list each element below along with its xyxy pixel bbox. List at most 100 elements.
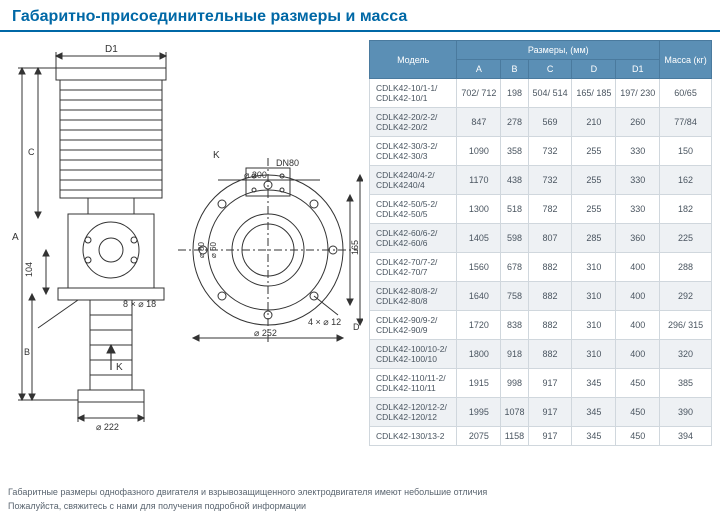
svg-text:B: B bbox=[24, 347, 30, 357]
table-row: CDLK42-90/9-2/ CDLK42-90/917208388823104… bbox=[370, 311, 712, 340]
table-row: CDLK42-10/1-1/ CDLK42-10/1702/ 712198504… bbox=[370, 79, 712, 108]
cell-d: 310 bbox=[572, 253, 616, 282]
cell-model: CDLK42-10/1-1/ CDLK42-10/1 bbox=[370, 79, 457, 108]
svg-text:⌀ 60: ⌀ 60 bbox=[209, 242, 218, 258]
svg-text:D1: D1 bbox=[105, 44, 118, 55]
cell-model: CDLK42-30/3-2/ CDLK42-30/3 bbox=[370, 137, 457, 166]
cell-mass: 292 bbox=[660, 282, 712, 311]
cell-c: 782 bbox=[528, 195, 572, 224]
col-mass: Масса (кг) bbox=[660, 41, 712, 79]
cell-a: 1170 bbox=[457, 166, 501, 195]
cell-a: 1560 bbox=[457, 253, 501, 282]
cell-model: CDLK4240/4-2/ CDLK4240/4 bbox=[370, 166, 457, 195]
col-d: D bbox=[572, 60, 616, 79]
cell-d: 255 bbox=[572, 166, 616, 195]
cell-b: 518 bbox=[501, 195, 528, 224]
svg-text:D: D bbox=[353, 322, 360, 332]
svg-text:K: K bbox=[116, 362, 123, 373]
cell-mass: 390 bbox=[660, 398, 712, 427]
content-row: D1 8 × ⌀ 18 104 A B bbox=[0, 40, 720, 450]
table-row: CDLK42-80/8-2/ CDLK42-80/816407588823104… bbox=[370, 282, 712, 311]
cell-b: 278 bbox=[501, 108, 528, 137]
cell-d: 255 bbox=[572, 137, 616, 166]
cell-c: 882 bbox=[528, 253, 572, 282]
table-row: CDLK42-70/7-2/ CDLK42-70/715606788823104… bbox=[370, 253, 712, 282]
cell-d: 345 bbox=[572, 427, 616, 446]
cell-a: 2075 bbox=[457, 427, 501, 446]
table-row: CDLK42-100/10-2/ CDLK42-100/101800918882… bbox=[370, 340, 712, 369]
cell-d1: 400 bbox=[616, 340, 660, 369]
dimensions-table-area: Модель Размеры, (мм) Масса (кг) A B C D … bbox=[363, 40, 712, 450]
cell-model: CDLK42-50/5-2/ CDLK42-50/5 bbox=[370, 195, 457, 224]
cell-c: 917 bbox=[528, 398, 572, 427]
cell-d: 310 bbox=[572, 282, 616, 311]
svg-text:8 × ⌀ 18: 8 × ⌀ 18 bbox=[123, 299, 156, 309]
cell-d: 255 bbox=[572, 195, 616, 224]
cell-b: 678 bbox=[501, 253, 528, 282]
cell-mass: 320 bbox=[660, 340, 712, 369]
col-model: Модель bbox=[370, 41, 457, 79]
cell-model: CDLK42-60/6-2/ CDLK42-60/6 bbox=[370, 224, 457, 253]
cell-d1: 360 bbox=[616, 224, 660, 253]
cell-a: 847 bbox=[457, 108, 501, 137]
cell-d: 310 bbox=[572, 311, 616, 340]
cell-mass: 288 bbox=[660, 253, 712, 282]
cell-mass: 162 bbox=[660, 166, 712, 195]
cell-c: 732 bbox=[528, 166, 572, 195]
svg-text:104: 104 bbox=[24, 262, 34, 277]
cell-a: 1090 bbox=[457, 137, 501, 166]
cell-model: CDLK42-100/10-2/ CDLK42-100/10 bbox=[370, 340, 457, 369]
svg-text:⌀ 80: ⌀ 80 bbox=[197, 242, 206, 258]
footnote: Габаритные размеры однофазного двигателя… bbox=[8, 486, 487, 513]
cell-b: 838 bbox=[501, 311, 528, 340]
cell-mass: 182 bbox=[660, 195, 712, 224]
cell-d1: 330 bbox=[616, 137, 660, 166]
cell-mass: 225 bbox=[660, 224, 712, 253]
table-row: CDLK42-30/3-2/ CDLK42-30/310903587322553… bbox=[370, 137, 712, 166]
cell-mass: 394 bbox=[660, 427, 712, 446]
cell-a: 1720 bbox=[457, 311, 501, 340]
cell-a: 1915 bbox=[457, 369, 501, 398]
table-row: CDLK4240/4-2/ CDLK4240/41170438732255330… bbox=[370, 166, 712, 195]
cell-d1: 400 bbox=[616, 253, 660, 282]
cell-model: CDLK42-90/9-2/ CDLK42-90/9 bbox=[370, 311, 457, 340]
col-d1: D1 bbox=[616, 60, 660, 79]
page-title: Габаритно-присоединительные размеры и ма… bbox=[0, 0, 720, 32]
cell-b: 1158 bbox=[501, 427, 528, 446]
cell-mass: 77/84 bbox=[660, 108, 712, 137]
cell-mass: 385 bbox=[660, 369, 712, 398]
col-a: A bbox=[457, 60, 501, 79]
cell-b: 438 bbox=[501, 166, 528, 195]
cell-a: 1995 bbox=[457, 398, 501, 427]
dimensions-table: Модель Размеры, (мм) Масса (кг) A B C D … bbox=[369, 40, 712, 446]
svg-text:⌀ 200: ⌀ 200 bbox=[244, 170, 267, 180]
table-row: CDLK42-60/6-2/ CDLK42-60/614055988072853… bbox=[370, 224, 712, 253]
cell-d: 345 bbox=[572, 369, 616, 398]
cell-mass: 150 bbox=[660, 137, 712, 166]
cell-c: 917 bbox=[528, 427, 572, 446]
cell-b: 758 bbox=[501, 282, 528, 311]
cell-d: 210 bbox=[572, 108, 616, 137]
col-c: C bbox=[528, 60, 572, 79]
col-dimensions: Размеры, (мм) bbox=[457, 41, 660, 60]
svg-text:A: A bbox=[12, 232, 19, 243]
cell-mass: 60/65 bbox=[660, 79, 712, 108]
table-row: CDLK42-130/13-220751158917345450394 bbox=[370, 427, 712, 446]
cell-d1: 260 bbox=[616, 108, 660, 137]
cell-c: 504/ 514 bbox=[528, 79, 572, 108]
cell-b: 918 bbox=[501, 340, 528, 369]
cell-model: CDLK42-130/13-2 bbox=[370, 427, 457, 446]
cell-b: 198 bbox=[501, 79, 528, 108]
cell-d: 345 bbox=[572, 398, 616, 427]
cell-b: 1078 bbox=[501, 398, 528, 427]
cell-model: CDLK42-20/2-2/ CDLK42-20/2 bbox=[370, 108, 457, 137]
table-row: CDLK42-20/2-2/ CDLK42-20/284727856921026… bbox=[370, 108, 712, 137]
cell-c: 807 bbox=[528, 224, 572, 253]
cell-model: CDLK42-80/8-2/ CDLK42-80/8 bbox=[370, 282, 457, 311]
cell-mass: 296/ 315 bbox=[660, 311, 712, 340]
cell-d1: 450 bbox=[616, 427, 660, 446]
cell-c: 882 bbox=[528, 340, 572, 369]
footnote-line-1: Габаритные размеры однофазного двигателя… bbox=[8, 486, 487, 500]
table-row: CDLK42-110/11-2/ CDLK42-110/111915998917… bbox=[370, 369, 712, 398]
cell-d1: 400 bbox=[616, 282, 660, 311]
